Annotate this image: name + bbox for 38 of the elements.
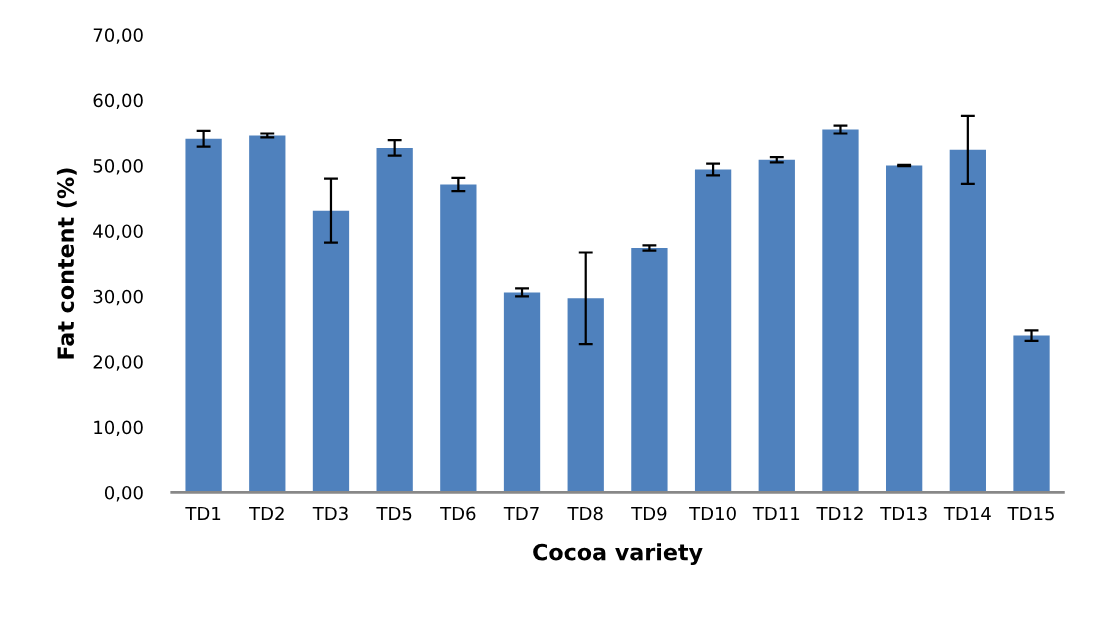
x-tick-label: TD9 <box>631 506 667 521</box>
bar <box>567 298 604 493</box>
y-tick-label: 60,00 <box>93 93 143 110</box>
y-tick-label: 50,00 <box>93 159 143 175</box>
x-axis-title: Cocoa variety <box>533 543 703 565</box>
x-tick-label: TD3 <box>312 506 348 521</box>
bar <box>185 138 222 493</box>
x-tick-label: TD8 <box>567 506 603 521</box>
x-tick-label: TD14 <box>943 506 991 521</box>
x-tick-label: TD1 <box>185 506 221 521</box>
y-tick-label: 30,00 <box>93 289 143 306</box>
bar <box>631 247 668 493</box>
bar <box>886 165 923 493</box>
y-tick-label: 10,00 <box>94 420 143 437</box>
y-tick-label: 0,00 <box>104 485 143 502</box>
bar <box>376 147 413 493</box>
x-tick-label: TD15 <box>1007 506 1054 521</box>
bar <box>1013 335 1050 493</box>
bar <box>949 149 986 493</box>
x-tick-label: TD7 <box>503 506 539 521</box>
bar <box>694 169 732 493</box>
x-tick-label: TD6 <box>440 506 476 521</box>
x-tick-label: TD10 <box>689 506 736 521</box>
bar <box>503 292 541 493</box>
bar <box>249 135 286 493</box>
y-tick-label: 40,00 <box>93 224 143 240</box>
x-tick-label: TD2 <box>249 506 284 521</box>
y-tick-label: 20,00 <box>93 355 143 371</box>
bar <box>440 184 477 493</box>
x-tick-label: TD12 <box>816 506 863 521</box>
x-tick-label: TD13 <box>880 506 927 521</box>
y-tick-label: 70,00 <box>93 28 143 44</box>
bar <box>312 210 350 493</box>
bar <box>758 159 795 493</box>
y-axis-title: Fat content (%) <box>56 168 77 359</box>
x-tick-label: TD11 <box>752 506 800 521</box>
x-tick-label: TD5 <box>376 506 412 521</box>
bar <box>822 129 859 493</box>
